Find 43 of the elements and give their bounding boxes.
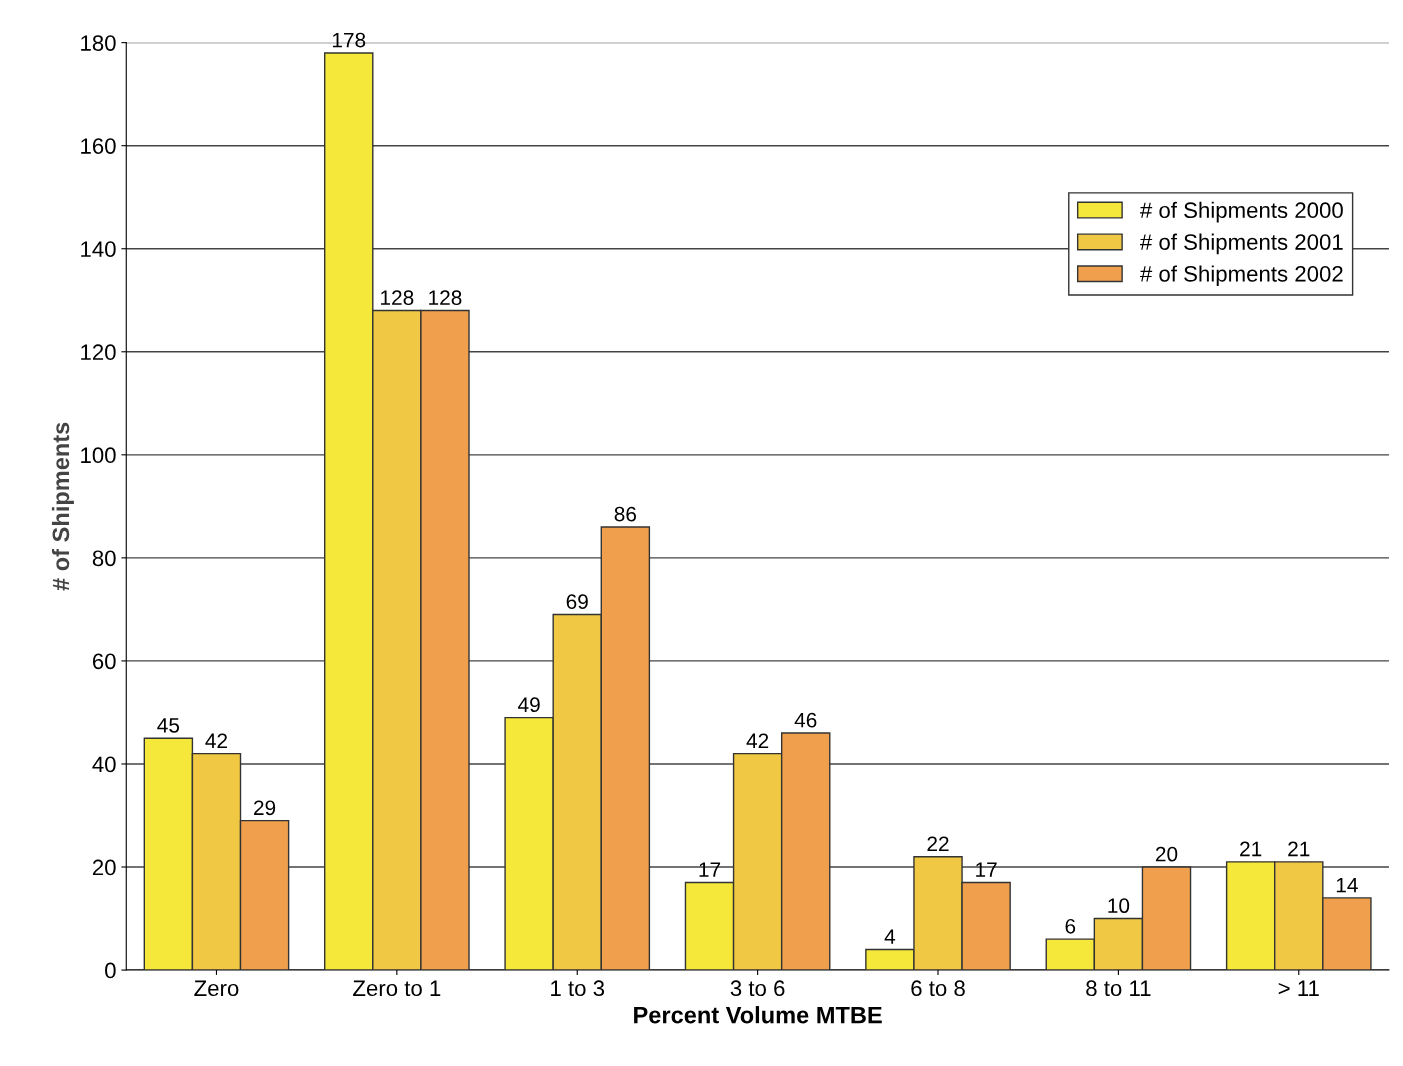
y-tick-label: 20 — [92, 859, 116, 876]
y-tick-label: 100 — [81, 447, 116, 464]
y-tick-label: 40 — [92, 756, 116, 773]
data-label: 17 — [976, 862, 997, 877]
y-axis-title: # of Shipments — [51, 422, 74, 591]
data-label: 10 — [1108, 898, 1130, 914]
legend-label: # of Shipments 2000 — [1139, 201, 1343, 223]
data-label: 128 — [381, 290, 414, 306]
y-tick-label: 160 — [81, 138, 116, 154]
y-tick-label: 180 — [81, 35, 116, 51]
y-tick-label: 0 — [105, 962, 116, 979]
data-label: 22 — [927, 836, 949, 851]
data-label: 6 — [1065, 918, 1076, 934]
data-label: 21 — [1288, 841, 1310, 857]
data-label: 128 — [429, 290, 462, 306]
x-tick-label: 3 to 6 — [730, 980, 785, 997]
data-label: 45 — [157, 718, 180, 733]
x-tick-label: Zero — [194, 980, 239, 997]
data-label: 86 — [614, 506, 637, 522]
legend-label: # of Shipments 2002 — [1139, 265, 1343, 287]
x-tick-label: 6 to 8 — [911, 980, 965, 997]
data-label: 20 — [1155, 846, 1178, 862]
x-tick-label: Zero to 1 — [353, 980, 441, 997]
x-tick-label: 1 to 3 — [551, 980, 605, 997]
y-tick-label: 140 — [81, 241, 116, 257]
x-axis-title: Percent Volume MTBE — [634, 1006, 882, 1024]
data-label: 14 — [1336, 877, 1358, 893]
x-tick-label: > 11 — [1278, 980, 1319, 996]
data-label: 69 — [566, 594, 588, 610]
y-tick-label: 60 — [92, 653, 116, 670]
data-label: 17 — [699, 862, 721, 877]
data-label: 46 — [794, 712, 817, 728]
y-tick-label: 120 — [81, 344, 116, 361]
data-label: 21 — [1240, 841, 1262, 857]
data-label: 178 — [332, 32, 366, 48]
x-tick-label: 8 to 11 — [1086, 980, 1151, 997]
data-label: 49 — [518, 697, 540, 713]
data-label: 42 — [205, 733, 227, 748]
y-tick-label: 80 — [92, 550, 116, 567]
legend-label: # of Shipments 2001 — [1139, 233, 1343, 255]
data-label: 29 — [254, 800, 276, 816]
data-label: 42 — [746, 733, 769, 748]
data-label: 4 — [884, 929, 896, 944]
